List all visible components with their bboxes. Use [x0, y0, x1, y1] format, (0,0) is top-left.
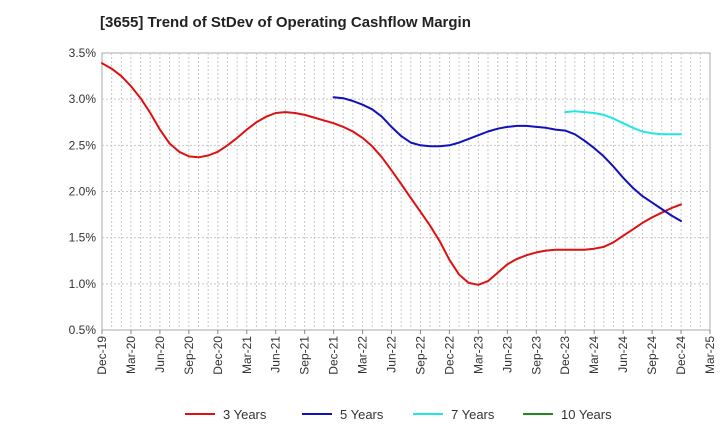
series-line-7-years [564, 110, 682, 136]
y-tick-label: 1.5% [69, 231, 97, 245]
x-tick-label: Mar-22 [356, 336, 370, 374]
x-tick-label: Dec-19 [95, 336, 109, 375]
x-tick-label: Sep-23 [529, 336, 543, 375]
y-tick-label: 0.5% [69, 323, 97, 337]
chart-title: [3655] Trend of StDev of Operating Cashf… [100, 14, 471, 31]
legend-label: 5 Years [340, 407, 384, 422]
x-tick-label: Dec-23 [558, 336, 572, 375]
legend: 3 Years 5 Years 7 Years 10 Years [185, 407, 612, 422]
x-tick-label: Dec-20 [211, 336, 225, 375]
y-tick-label: 2.0% [69, 185, 97, 199]
x-tick-label: Jun-23 [500, 336, 514, 373]
x-tick-label: Sep-24 [645, 336, 659, 375]
y-tick-label: 2.5% [69, 138, 97, 152]
x-axis: Dec-19 Mar-20 Jun-20 Sep-20 Dec-20 Mar-21 Jun-… [95, 330, 717, 375]
series-line-3-years [101, 62, 682, 286]
y-tick-label: 1.0% [69, 277, 97, 291]
x-tick-label: Sep-22 [413, 336, 427, 375]
x-tick-label: Jun-22 [385, 336, 399, 373]
x-tick-label: Sep-21 [298, 336, 312, 375]
x-tick-label: Sep-20 [182, 336, 196, 375]
series-lines [101, 62, 682, 286]
x-tick-label: Dec-24 [674, 336, 688, 375]
x-tick-label: Mar-25 [703, 336, 717, 374]
x-tick-label: Jun-24 [616, 336, 630, 373]
y-tick-label: 3.5% [69, 46, 97, 60]
x-tick-label: Dec-21 [327, 336, 341, 375]
x-tick-label: Jun-21 [269, 336, 283, 373]
series-line-5-years [332, 96, 682, 222]
x-tick-label: Mar-20 [124, 336, 138, 374]
legend-label: 3 Years [223, 407, 267, 422]
x-tick-label: Dec-22 [442, 336, 456, 375]
legend-label: 10 Years [561, 407, 612, 422]
x-tick-label: Mar-23 [471, 336, 485, 374]
x-tick-label: Mar-21 [240, 336, 254, 374]
x-tick-label: Jun-20 [153, 336, 167, 373]
legend-label: 7 Years [451, 407, 495, 422]
y-axis: 0.5% 1.0% 1.5% 2.0% 2.5% 3.0% 3.5% [69, 46, 97, 337]
y-tick-label: 3.0% [69, 92, 97, 106]
x-tick-label: Mar-24 [587, 336, 601, 374]
